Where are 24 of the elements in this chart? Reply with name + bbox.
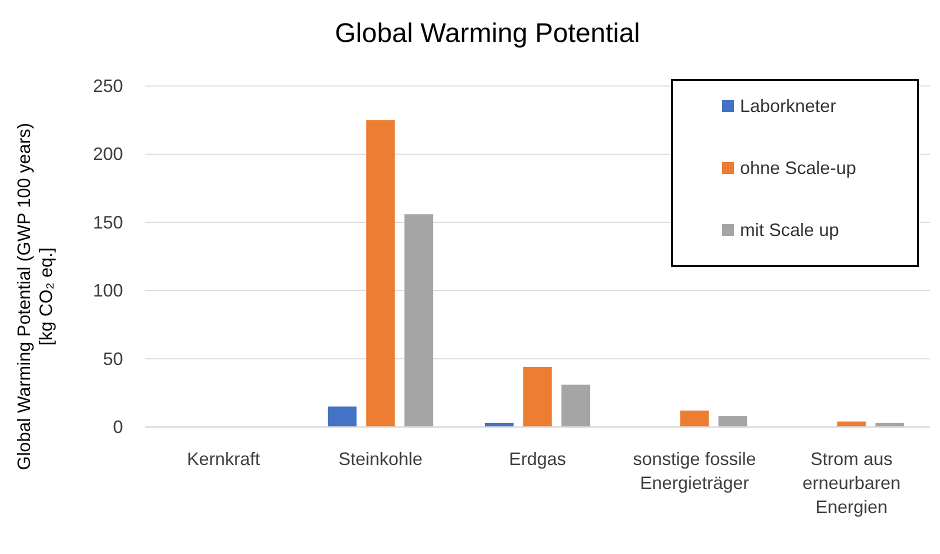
bar [328,406,357,427]
y-tick-label: 50 [102,348,123,369]
bar [404,214,434,427]
y-tick-label: 200 [92,144,123,164]
y-tick-label: 100 [92,280,123,301]
x-tick-label: Steinkohle [338,449,423,469]
x-tick-label: Erdgas [508,449,566,469]
bar [837,422,866,427]
bar [523,366,552,427]
x-tick-label: Kernkraft [186,449,260,469]
y-axis-title: Global Warming Potential (GWP 100 years) [kg CO₂ eq.] [14,122,56,470]
x-tick-label: Strom aus erneurbaren Energien [802,449,901,517]
x-tick-label: sonstige fossile Energieträger [632,449,756,493]
bar [561,384,590,427]
legend-label: mit Scale up [740,220,840,240]
y-tick-label: 250 [92,76,123,96]
legend-label: ohne Scale-up [740,158,856,178]
y-tick-label: 150 [92,212,123,232]
bar [718,416,748,427]
bar [366,120,395,427]
bar [680,410,709,427]
legend-label: Laborkneter [740,96,836,116]
chart-title: Global Warming Potential [334,18,640,48]
y-tick-label: 0 [112,417,123,437]
